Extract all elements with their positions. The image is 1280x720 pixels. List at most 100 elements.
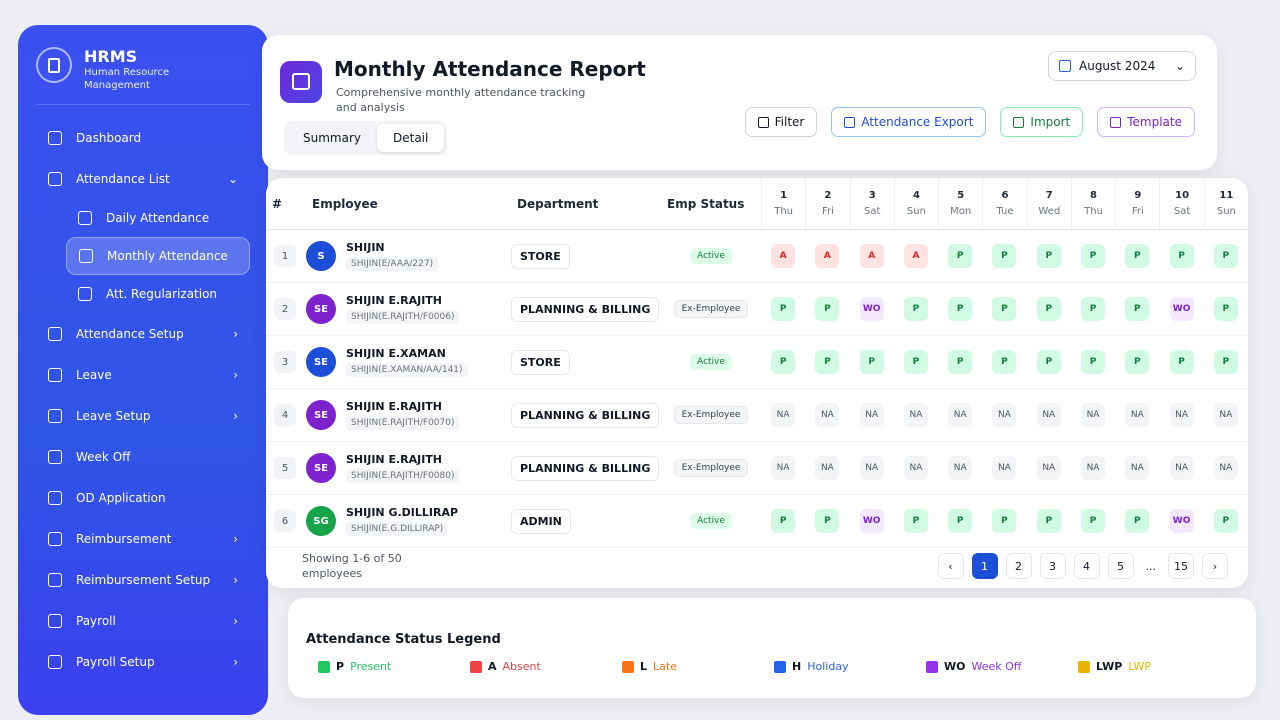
page-button[interactable]: 2 [1005, 553, 1032, 579]
employee-info: SHIJIN E.XAMAN SHIJIN(E.XAMAN/AA/141) [346, 347, 468, 377]
button-icon [1013, 116, 1025, 128]
weekday: Sat [863, 206, 881, 217]
page-button[interactable]: 3 [1039, 553, 1066, 579]
attendance-mark: P [992, 509, 1017, 533]
attendance-mark: P [771, 297, 796, 321]
employee-code: SHIJIN(E.XAMAN/AA/141) [346, 363, 468, 377]
employee-code: SHIJIN(E.RAJITH/F0080) [346, 469, 460, 483]
day-header: 7 Wed [1026, 178, 1071, 230]
attendance-mark: P [1213, 244, 1238, 268]
cell: Active [661, 513, 761, 529]
employee-info: SHIJIN G.DILLIRAP SHIJIN(E.G.DILLIRAP) [346, 506, 458, 536]
next-page[interactable]: › [1202, 553, 1228, 579]
employee-name: SHIJIN [346, 241, 385, 254]
nav-item[interactable]: Reimbursement Setup › [36, 559, 250, 600]
attendance-mark: NA [1081, 403, 1106, 427]
attendance-mark: NA [859, 403, 884, 427]
employee-cell: SE SHIJIN E.RAJITH SHIJIN(E.RAJITH/F0080) [306, 453, 511, 483]
brand-tagline: Human Resource Management [84, 67, 170, 91]
sidebar: HRMS Human Resource Management Dashboard At… [18, 25, 268, 715]
day-header: 4 Sun [893, 178, 938, 230]
day-number: 2 [824, 190, 832, 201]
department: PLANNING & BILLING [511, 455, 660, 481]
page-button[interactable]: 5 [1107, 553, 1134, 579]
nav-item[interactable]: Attendance List ⌄ [36, 158, 250, 199]
employee-info: SHIJIN E.RAJITH SHIJIN(E.RAJITH/F0006) [346, 294, 460, 324]
nav-subitem[interactable]: Monthly Attendance [66, 237, 250, 275]
status-badge: Active [690, 248, 732, 264]
prev-page[interactable]: ‹ [937, 553, 964, 579]
attendance-mark: WO [1169, 509, 1194, 533]
attendance-mark: P [1125, 297, 1150, 321]
day-header: 5 Mon [938, 178, 982, 230]
nav-icon [48, 490, 62, 505]
action-button[interactable]: Filter [744, 107, 818, 137]
nav-subitem[interactable]: Daily Attendance [66, 199, 250, 237]
legend-card: Attendance Status Legend P Present A Absent L… [288, 598, 1256, 698]
nav-subitem[interactable]: Att. Regularization [66, 275, 250, 313]
attendance-mark: P [1081, 509, 1106, 533]
attendance-mark: P [1213, 297, 1238, 321]
nav-item[interactable]: Dashboard [36, 117, 250, 158]
table-row: 1 S SHIJIN SHIJIN(E/AAA/227) STORE Active A A A A… [266, 230, 1248, 283]
day-number: 10 [1175, 190, 1190, 201]
employee-cell: SE SHIJIN E.XAMAN SHIJIN(E.XAMAN/AA/141) [306, 347, 511, 377]
employee-name: SHIJIN G.DILLIRAP [346, 506, 459, 519]
nav-item[interactable]: Week Off [36, 436, 250, 477]
row-index: 4 [274, 404, 296, 426]
cell: 3 [266, 351, 306, 373]
weekday: Sun [906, 206, 926, 217]
nav-item[interactable]: Attendance Setup › [36, 313, 250, 354]
attendance-mark: NA [903, 456, 928, 480]
avatar: SE [306, 453, 336, 483]
attendance-mark: P [1036, 350, 1061, 374]
nav-icon [48, 326, 62, 341]
nav-icon [48, 367, 62, 382]
action-button[interactable]: Import [1000, 107, 1084, 137]
attendance-mark: A [815, 244, 840, 268]
nav-label: Att. Regularization [106, 287, 218, 301]
nav-item[interactable]: Leave Setup › [36, 395, 250, 436]
attendance-mark: NA [1213, 456, 1238, 480]
page-button[interactable]: 4 [1073, 553, 1100, 579]
chevron: › [233, 613, 238, 628]
nav-label: Leave Setup [76, 408, 151, 423]
nav-icon [48, 408, 62, 423]
day-number: 4 [912, 190, 920, 201]
cell: 5 [266, 457, 306, 479]
day-header: 6 Tue [982, 178, 1026, 230]
chevron: › [233, 531, 238, 546]
attendance-mark: P [1169, 244, 1194, 268]
employee-cell: SE SHIJIN E.RAJITH SHIJIN(E.RAJITH/F0070) [306, 400, 511, 430]
button-icon [844, 116, 856, 128]
tab[interactable]: Summary [303, 131, 361, 145]
chevron: › [233, 367, 238, 382]
nav-item[interactable]: Payroll › [36, 600, 250, 641]
month-picker[interactable]: August 2024 ⌄ [1048, 51, 1196, 81]
nav-item[interactable]: Leave › [36, 354, 250, 395]
nav-icon [48, 171, 62, 186]
page-button[interactable]: 15 [1168, 553, 1194, 579]
attendance-mark: P [948, 509, 973, 533]
page-button[interactable]: 1 [971, 553, 998, 579]
action-button[interactable]: Template [1097, 107, 1195, 137]
employee-name: SHIJIN E.XAMAN [346, 347, 446, 360]
legend-item: P Present [318, 660, 391, 673]
nav-label: Daily Attendance [106, 211, 210, 225]
action-button[interactable]: Attendance Export [831, 107, 987, 137]
nav-item[interactable]: Reimbursement › [36, 518, 250, 559]
attendance-mark: NA [1081, 456, 1106, 480]
attendance-mark: NA [1036, 403, 1061, 427]
nav-item[interactable]: Payroll Setup › [36, 641, 250, 682]
nav-item[interactable]: OD Application [36, 477, 250, 518]
brand: HRMS Human Resource Management [36, 47, 250, 105]
tab[interactable]: Detail [377, 124, 445, 152]
row-index: 6 [274, 510, 296, 532]
avatar: SE [306, 294, 336, 324]
table-row: 3 SE SHIJIN E.XAMAN SHIJIN(E.XAMAN/AA/141) S… [266, 336, 1248, 389]
legend-label: LWP [1128, 660, 1151, 673]
weekday: Thu [774, 206, 794, 217]
cell: Active [661, 248, 761, 264]
chevron: › [233, 326, 238, 341]
